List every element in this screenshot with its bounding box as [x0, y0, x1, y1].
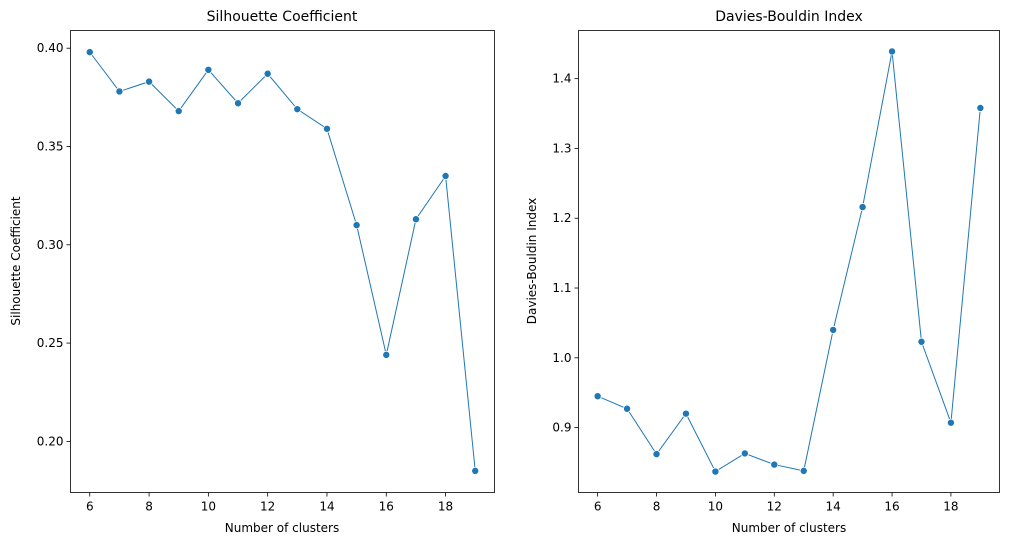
data-point: [917, 337, 926, 346]
data-point: [593, 392, 602, 401]
data-point: [322, 124, 331, 133]
x-tick-label: 16: [379, 500, 394, 514]
data-point: [770, 460, 779, 469]
x-tick-label: 18: [943, 500, 958, 514]
axes-frame: [70, 30, 495, 493]
y-axis-title: Silhouette Coefficient: [9, 196, 23, 325]
series-line: [89, 51, 476, 471]
y-tick-label: 1.0: [552, 351, 571, 365]
chart-title: Silhouette Coefficient: [207, 9, 358, 25]
x-tick-label: 12: [260, 500, 275, 514]
data-point: [711, 467, 720, 476]
data-point: [471, 466, 480, 475]
data-point: [858, 203, 867, 212]
plot-content: [593, 47, 985, 476]
data-point: [234, 99, 243, 108]
y-axis: 0.9 1.0 1.1 1.2 1.3 1.4: [552, 72, 579, 435]
x-axis: 6 8 10 12 14 16 18: [86, 492, 453, 514]
y-tick-label: 1.1: [552, 281, 571, 295]
data-point: [976, 103, 985, 112]
y-tick-label: 0.20: [37, 434, 64, 448]
data-point: [293, 105, 302, 114]
y-tick-label: 0.40: [37, 41, 64, 55]
data-point: [204, 65, 213, 74]
data-point: [411, 215, 420, 224]
x-tick-label: 8: [145, 500, 153, 514]
data-point: [946, 418, 955, 427]
y-tick-label: 0.35: [37, 139, 64, 153]
data-point: [352, 221, 361, 230]
y-tick-label: 1.4: [552, 72, 571, 86]
x-tick-label: 10: [201, 500, 216, 514]
y-tick-label: 0.9: [552, 421, 571, 435]
x-axis-title: Number of clusters: [225, 521, 339, 535]
y-tick-label: 0.30: [37, 238, 64, 252]
x-axis: 6 8 10 12 14 16 18: [594, 492, 959, 514]
chart-title: Davies-Bouldin Index: [715, 9, 863, 25]
x-tick-label: 14: [319, 500, 334, 514]
x-axis-title: Number of clusters: [732, 521, 846, 535]
y-axis: 0.20 0.25 0.30 0.35 0.40: [37, 41, 71, 448]
y-tick-label: 0.25: [37, 336, 64, 350]
x-tick-label: 8: [653, 500, 661, 514]
data-point: [740, 449, 749, 458]
davies-bouldin-chart: Davies-Bouldin Index 6 8 10 12 14 16 18 0.9 1.0…: [525, 9, 1000, 535]
data-point: [382, 350, 391, 359]
data-point: [623, 404, 632, 413]
data-point: [888, 47, 897, 56]
silhouette-chart: Silhouette Coefficient 6 8 10 12 14 16 18 0.20…: [9, 9, 495, 535]
y-tick-label: 1.3: [552, 141, 571, 155]
x-tick-label: 14: [826, 500, 841, 514]
data-point: [85, 48, 94, 57]
x-tick-label: 12: [767, 500, 782, 514]
data-point: [441, 171, 450, 180]
data-point: [174, 107, 183, 116]
data-point: [115, 87, 124, 96]
data-point: [652, 450, 661, 459]
x-tick-label: 6: [594, 500, 602, 514]
y-axis-title: Davies-Bouldin Index: [525, 198, 539, 325]
data-point: [145, 77, 154, 86]
series-line: [597, 51, 981, 473]
data-point: [263, 69, 272, 78]
y-tick-label: 1.2: [552, 211, 571, 225]
plot-content: [85, 48, 480, 475]
x-tick-label: 16: [884, 500, 899, 514]
x-tick-label: 6: [86, 500, 94, 514]
data-point: [799, 466, 808, 475]
x-tick-label: 18: [438, 500, 453, 514]
x-tick-label: 10: [708, 500, 723, 514]
axes-frame: [578, 30, 1000, 493]
data-point: [829, 325, 838, 334]
data-point: [681, 409, 690, 418]
